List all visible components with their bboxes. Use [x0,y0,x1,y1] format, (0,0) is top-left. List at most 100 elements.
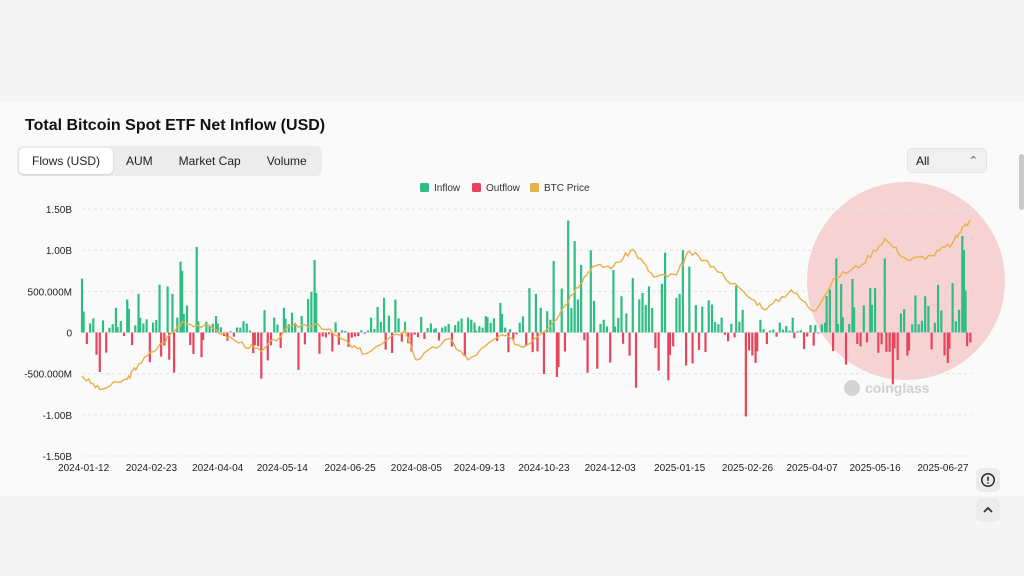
inflow-bar [397,318,400,333]
outflow-bar [318,332,321,354]
outflow-bar [596,332,599,369]
inflow-bar [290,312,294,333]
inflow-bar [920,320,924,333]
tab-flows[interactable]: Flows (USD) [19,148,113,174]
inflow-bar [80,278,84,333]
inflow-bar [197,321,200,333]
inflow-bar [791,317,794,333]
inflow-bar [576,299,579,333]
x-tick-label: 2024-08-05 [391,463,443,474]
outflow-bar [726,332,730,342]
outflow-bar [226,332,229,341]
outflow-bar [353,332,357,337]
inflow-bar [862,305,865,333]
outflow-bar [85,332,88,345]
inflow-bar [111,324,114,333]
outflow-bar [148,332,151,363]
inflow-bar [589,250,592,333]
inflow-bar [127,308,130,333]
outflow-bar [668,332,672,356]
feedback-button[interactable] [976,468,1000,492]
inflow-bar [651,308,654,333]
outflow-bar [328,332,331,335]
inflow-bar [924,296,927,333]
inflow-bar [473,322,476,333]
inflow-bar [592,300,596,333]
inflow-bar [735,285,738,333]
outflow-bar [943,332,946,356]
inflow-bar [366,330,369,333]
inflow-bar [101,320,105,333]
inflow-bar [940,310,943,333]
inflow-bar [447,323,450,333]
inflow-bar [229,331,232,333]
inflow-bar [484,316,487,333]
inflow-bar [376,306,379,333]
outflow-bar [747,332,751,351]
inflow-bar [500,313,504,333]
legend-label-price: BTC Price [544,183,590,194]
outflow-bar [856,332,859,345]
inflow-bar [841,317,844,333]
inflow-bar [307,298,310,333]
outflow-bar [200,332,203,358]
inflow-bar [444,326,447,333]
watermark-text: coinglass [865,380,930,396]
inflow-bar [799,330,802,333]
x-tick-label: 2024-10-23 [518,463,570,474]
inflow-bar [518,322,521,333]
inflow-bar [344,330,347,333]
x-tick-label: 2024-05-14 [257,463,309,474]
inflow-bar [835,258,838,333]
inflow-bar [848,323,851,333]
outflow-bar [754,332,757,363]
outflow-bar [160,332,163,357]
inflow-bar [310,292,313,333]
inflow-bar [239,327,242,333]
outflow-bar [413,332,416,335]
outflow-bar [946,332,949,363]
inflow-bar [276,324,279,333]
inflow-bar [546,311,549,333]
outflow-bar [865,332,869,343]
inflow-bar [486,317,489,333]
price-series [81,219,971,391]
inflow-bar [870,304,873,333]
x-axis: 2024-01-12 2024-02-23 2024-04-04 2024-05-14… [58,463,969,474]
inflow-bar [664,252,667,333]
inflow-bar [660,283,663,333]
scroll-top-button[interactable] [976,498,1000,522]
range-select[interactable]: All ⌃ [907,148,987,173]
outflow-bar [685,332,688,366]
outflow-bar [885,332,888,352]
inflow-bar [219,327,223,333]
tab-aum[interactable]: AUM [126,154,153,168]
outflow-bar [557,332,560,368]
inflow-bar [694,305,697,333]
outflow-bar [253,332,256,346]
tab-volume[interactable]: Volume [266,154,307,168]
inflow-bar [873,288,877,333]
outflow-bar [817,332,820,334]
inflow-bar [460,318,463,333]
inflow-bar [573,241,576,333]
y-tick-label: -1.50B [43,452,73,463]
inflow-bar [951,283,954,333]
outflow-bar [966,332,969,347]
outflow-bar [877,332,880,353]
inflow-bar [714,322,717,333]
inflow-bar [625,313,628,333]
outflow-bar [256,332,260,347]
inflow-bar [216,323,219,333]
inflow-bar [379,321,382,333]
inflow-bar [599,323,602,333]
outflow-bar [202,332,205,341]
outflow-bar [733,332,736,338]
inflow-bar [772,329,775,333]
outflow-bar [609,332,612,363]
inflow-bar [823,322,827,333]
scrollbar[interactable] [1019,154,1024,210]
inflow-bar [248,330,252,333]
x-tick-label: 2024-04-04 [192,463,244,474]
tab-market-cap[interactable]: Market Cap [178,154,241,168]
